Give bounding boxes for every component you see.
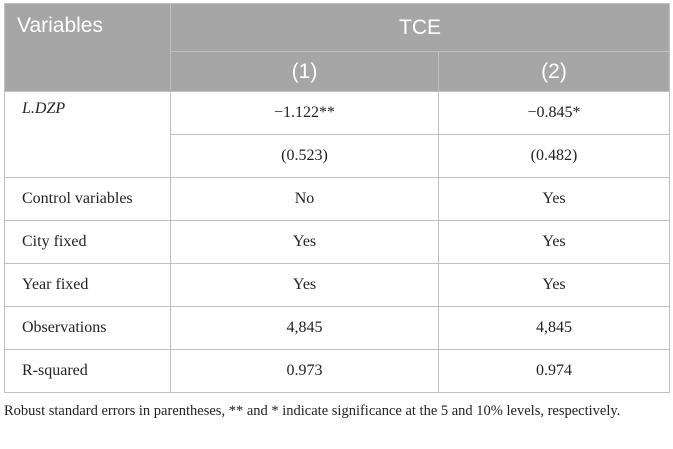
row-label: Control variables [4, 177, 171, 221]
table-row: Year fixed Yes Yes [4, 263, 670, 307]
value-cell: Yes [438, 177, 670, 221]
coef-cell: −0.845* [438, 91, 670, 135]
row-label: Observations [4, 306, 171, 350]
value-cell: Yes [170, 263, 439, 307]
value-cell: Yes [438, 263, 670, 307]
value-cell: Yes [170, 220, 439, 264]
table-row: (0.523) (0.482) [5, 134, 670, 178]
row-label: R-squared [4, 349, 171, 393]
column-2-header: (2) [438, 51, 670, 92]
se-cell: (0.523) [170, 134, 439, 178]
value-cell: 0.973 [170, 349, 439, 393]
value-cell: No [170, 177, 439, 221]
row-label: Year fixed [4, 263, 171, 307]
table-footnote: Robust standard errors in parentheses, *… [4, 403, 621, 419]
coef-cell: −1.122** [170, 91, 439, 135]
variables-header: Variables [4, 3, 171, 92]
row-label: City fixed [4, 220, 171, 264]
value-cell: 4,845 [438, 306, 670, 350]
table-row: City fixed Yes Yes [4, 220, 670, 264]
column-1-header: (1) [170, 51, 439, 92]
row-label-ldzp: L.DZP [4, 91, 171, 178]
value-cell: Yes [438, 220, 670, 264]
se-cell: (0.482) [438, 134, 670, 178]
table-row: Control variables No Yes [4, 177, 670, 221]
table-row: L.DZP −1.122** −0.845* [4, 91, 670, 178]
value-cell: 4,845 [170, 306, 439, 350]
table-row: Observations 4,845 4,845 [4, 306, 670, 350]
tce-group-header: TCE [170, 3, 670, 52]
value-cell: 0.974 [438, 349, 670, 393]
table-row: R-squared 0.973 0.974 [4, 349, 670, 393]
regression-table: Variables TCE (1) (2) L.DZP −1.122** −0.… [4, 3, 670, 393]
